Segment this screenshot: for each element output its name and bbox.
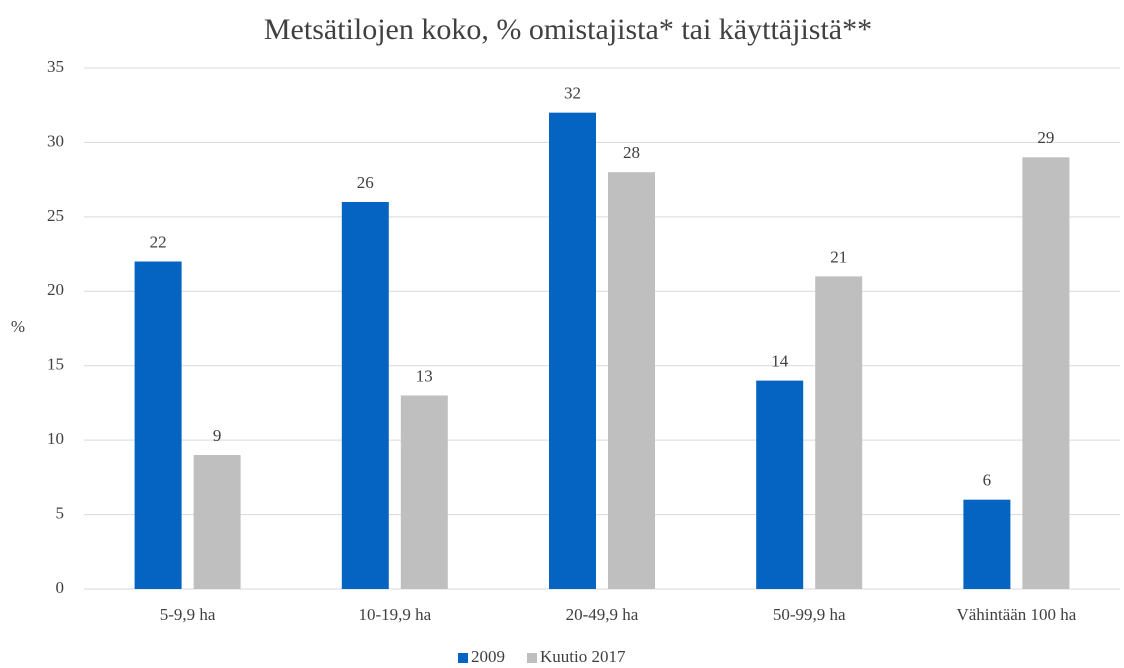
- y-tick-label: 20: [47, 280, 64, 299]
- legend-label: Kuutio 2017: [540, 647, 626, 666]
- data-label: 13: [416, 366, 433, 385]
- data-label: 9: [213, 426, 222, 445]
- data-label: 6: [983, 471, 992, 490]
- x-tick-label: 5-9,9 ha: [160, 605, 216, 624]
- bar: [756, 380, 804, 589]
- bar: [1022, 157, 1070, 590]
- data-label: 29: [1037, 128, 1054, 147]
- data-label: 28: [623, 143, 640, 162]
- chart-title: Metsätilojen koko, % omistajista* tai kä…: [264, 13, 872, 46]
- y-tick-label: 5: [56, 503, 65, 522]
- y-tick-label: 15: [47, 355, 64, 374]
- legend-swatch: [458, 653, 468, 663]
- bar: [608, 172, 655, 589]
- data-label: 26: [357, 173, 374, 192]
- legend-label: 2009: [471, 647, 505, 666]
- bar: [134, 261, 182, 589]
- data-label: 14: [771, 352, 789, 371]
- bar: [815, 276, 863, 589]
- x-tick-label: Vähintään 100 ha: [956, 605, 1076, 624]
- bar: [193, 455, 241, 589]
- x-tick-label: 10-19,9 ha: [358, 605, 431, 624]
- data-label: 22: [150, 232, 167, 251]
- y-axis-label: %: [11, 317, 25, 336]
- y-tick-label: 30: [47, 131, 64, 150]
- x-tick-label: 50-99,9 ha: [773, 605, 846, 624]
- bar: [549, 112, 596, 590]
- y-tick-label: 25: [47, 206, 64, 225]
- data-label: 21: [830, 247, 847, 266]
- y-tick-label: 0: [56, 578, 65, 597]
- y-tick-label: 10: [47, 429, 64, 448]
- legend-swatch: [527, 653, 537, 663]
- x-tick-label: 20-49,9 ha: [566, 605, 639, 624]
- bar: [400, 395, 448, 589]
- y-tick-label: 35: [47, 57, 64, 76]
- bar: [341, 201, 389, 589]
- bar: [963, 499, 1011, 589]
- data-label: 32: [564, 84, 581, 103]
